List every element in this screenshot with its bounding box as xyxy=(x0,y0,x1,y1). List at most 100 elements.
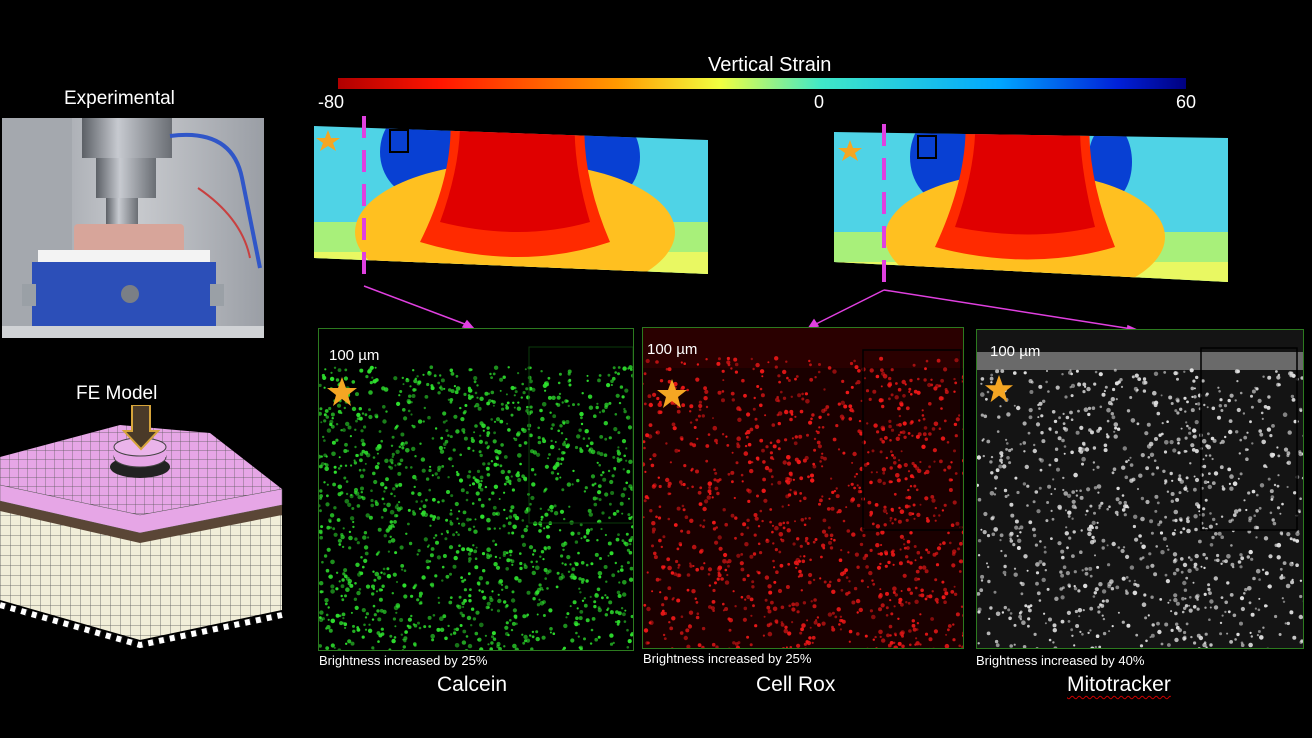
cell-dot xyxy=(1121,508,1126,512)
cell-dot xyxy=(941,509,945,512)
cell-dot xyxy=(718,478,722,482)
cell-dot xyxy=(735,461,739,465)
cell-dot xyxy=(607,469,611,473)
cell-dot xyxy=(1200,565,1203,568)
cell-dot xyxy=(912,476,915,479)
cell-dot xyxy=(461,640,467,645)
cell-dot xyxy=(579,591,582,594)
cell-dot xyxy=(1224,559,1228,564)
cell-dot xyxy=(1216,558,1220,563)
cell-dot xyxy=(579,523,583,527)
cell-dot xyxy=(1039,468,1043,472)
cell-dot xyxy=(424,395,429,399)
cell-dot xyxy=(1035,647,1039,648)
cell-dot xyxy=(648,402,653,408)
cell-dot xyxy=(870,471,873,474)
cell-dot xyxy=(671,616,676,621)
cell-dot xyxy=(486,601,491,606)
cell-dot xyxy=(432,515,437,519)
cell-dot xyxy=(464,649,469,650)
cell-dot xyxy=(977,642,980,645)
cell-dot xyxy=(1028,415,1033,420)
cell-dot xyxy=(522,391,526,395)
cell-dot xyxy=(831,627,836,632)
cell-dot xyxy=(1023,554,1028,559)
cell-dot xyxy=(532,553,535,556)
cell-dot xyxy=(849,361,854,366)
cell-dot xyxy=(1081,441,1086,446)
cell-dot xyxy=(890,393,894,397)
cell-dot xyxy=(928,465,931,469)
cell-dot xyxy=(891,509,894,512)
cell-dot xyxy=(1069,410,1073,415)
cell-dot xyxy=(461,522,466,527)
cell-dot xyxy=(1260,411,1264,415)
cell-dot xyxy=(1118,501,1122,505)
cell-dot xyxy=(364,413,368,417)
cell-dot xyxy=(761,519,764,523)
cell-dot xyxy=(1286,460,1292,465)
cell-dot xyxy=(1237,560,1242,564)
cell-dot xyxy=(791,437,794,440)
cell-dot xyxy=(358,407,362,411)
cell-dot xyxy=(838,558,843,562)
cell-dot xyxy=(576,607,579,610)
cell-dot xyxy=(714,540,719,545)
cell-dot xyxy=(1027,617,1031,621)
cell-dot xyxy=(718,546,723,551)
cell-dot xyxy=(470,607,475,611)
cell-dot xyxy=(358,416,363,421)
cell-dot xyxy=(560,554,564,558)
cell-dot xyxy=(527,375,532,380)
cell-dot xyxy=(493,431,496,435)
cell-dot xyxy=(914,559,917,562)
cell-dot xyxy=(889,599,892,602)
cell-dot xyxy=(1277,474,1280,477)
cell-dot xyxy=(1044,569,1047,572)
cell-dot xyxy=(905,518,909,522)
cell-dot xyxy=(816,440,821,445)
cell-dot xyxy=(399,390,403,393)
cell-dot xyxy=(479,647,484,650)
cell-dot xyxy=(1079,630,1082,633)
cell-dot xyxy=(906,546,910,550)
cell-dot xyxy=(814,376,817,379)
cell-dot xyxy=(823,388,826,391)
cell-dot xyxy=(345,642,348,645)
cell-dot xyxy=(381,497,385,501)
cell-dot xyxy=(767,631,773,637)
cell-dot xyxy=(823,407,828,412)
cell-dot xyxy=(382,405,386,409)
cell-dot xyxy=(657,402,663,407)
cell-dot xyxy=(835,494,840,499)
cell-dot xyxy=(430,384,434,388)
cell-dot xyxy=(1238,508,1242,512)
cell-dot xyxy=(953,390,956,393)
cell-dot xyxy=(853,359,856,363)
cell-dot xyxy=(940,436,946,441)
cell-dot xyxy=(1059,570,1063,574)
cell-dot xyxy=(897,433,901,437)
cell-dot xyxy=(1240,606,1245,612)
cell-dot xyxy=(356,628,361,632)
cell-dot xyxy=(1289,537,1293,541)
cell-dot xyxy=(495,565,501,570)
cell-dot xyxy=(872,389,877,394)
cell-dot xyxy=(470,438,475,443)
cell-dot xyxy=(615,537,620,542)
cell-dot xyxy=(689,562,692,565)
cell-dot xyxy=(466,517,470,522)
cell-dot xyxy=(1172,552,1178,557)
cell-dot xyxy=(1185,476,1189,480)
cell-dot xyxy=(1278,633,1282,636)
cell-dot xyxy=(609,642,614,646)
cell-dot xyxy=(763,615,766,618)
cell-dot xyxy=(1185,622,1189,626)
cell-dot xyxy=(1184,597,1187,600)
cell-dot xyxy=(1192,581,1195,584)
cell-dot xyxy=(1075,494,1079,497)
cell-dot xyxy=(876,565,882,570)
cell-dot xyxy=(648,423,653,427)
cell-dot xyxy=(1267,584,1272,589)
cell-dot xyxy=(359,452,364,456)
